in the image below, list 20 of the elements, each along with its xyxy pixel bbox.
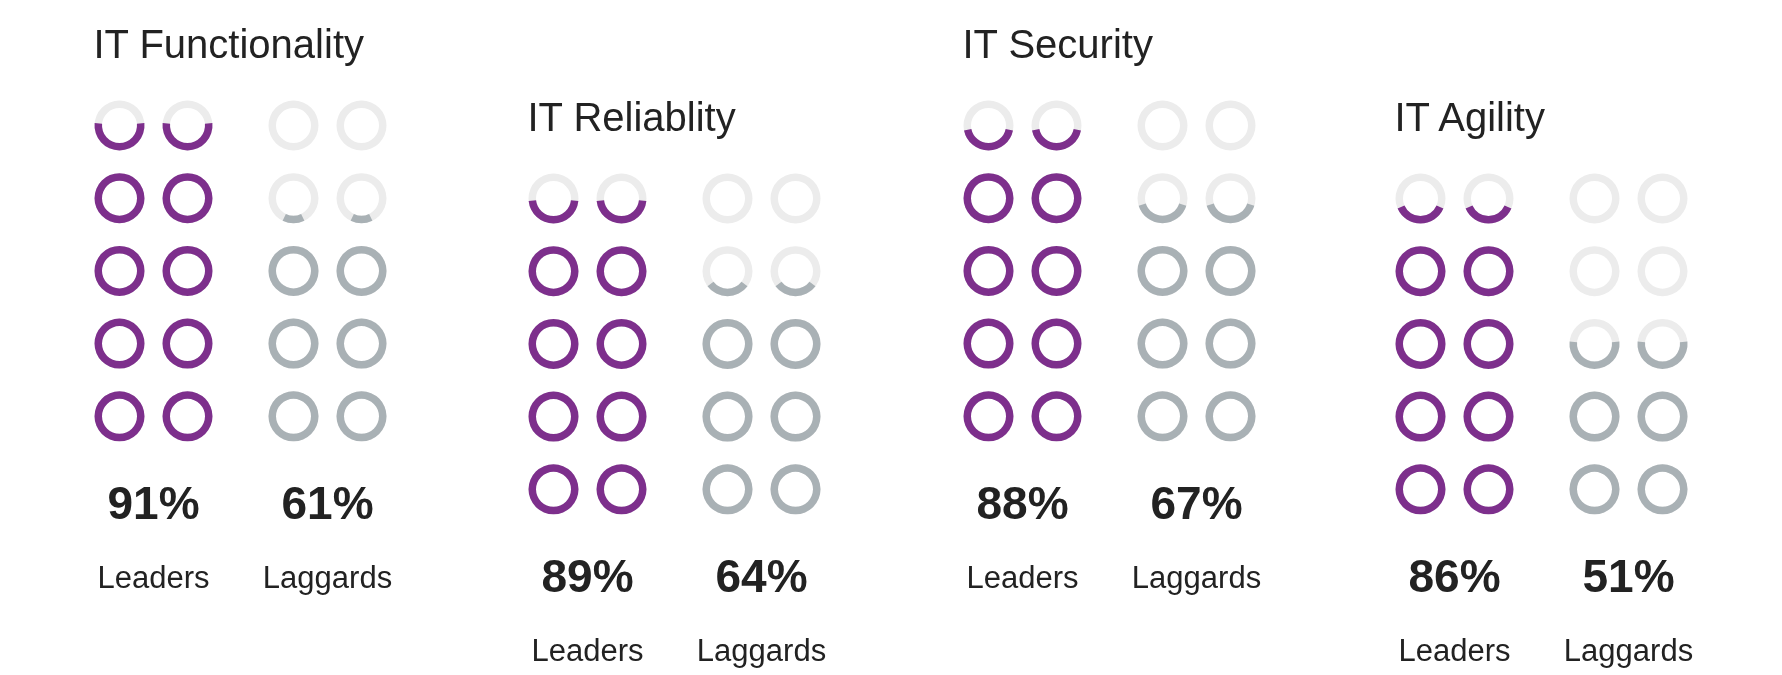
text: IT Reliablity	[527, 94, 736, 139]
category-label: Laggards	[696, 633, 827, 668]
text: IT Agility	[1394, 94, 1545, 139]
data-label: 51%	[1582, 549, 1675, 602]
data-label: 67%	[1150, 476, 1243, 529]
text: IT Functionality	[93, 21, 364, 66]
category-label: Leaders	[1398, 633, 1511, 668]
category-label: Laggards	[1131, 560, 1262, 595]
data-label: 64%	[715, 549, 808, 602]
category-label: Leaders	[531, 633, 644, 668]
data-label: 86%	[1408, 549, 1501, 602]
category-label: Leaders	[966, 560, 1079, 595]
category-label: Laggards	[1563, 633, 1694, 668]
category-label: Laggards	[262, 560, 393, 595]
category-label: Leaders	[97, 560, 210, 595]
data-label: 91%	[107, 476, 200, 529]
data-label: 61%	[281, 476, 374, 529]
data-label: 89%	[541, 549, 634, 602]
text: IT Security	[962, 21, 1153, 66]
data-label: 88%	[976, 476, 1069, 529]
